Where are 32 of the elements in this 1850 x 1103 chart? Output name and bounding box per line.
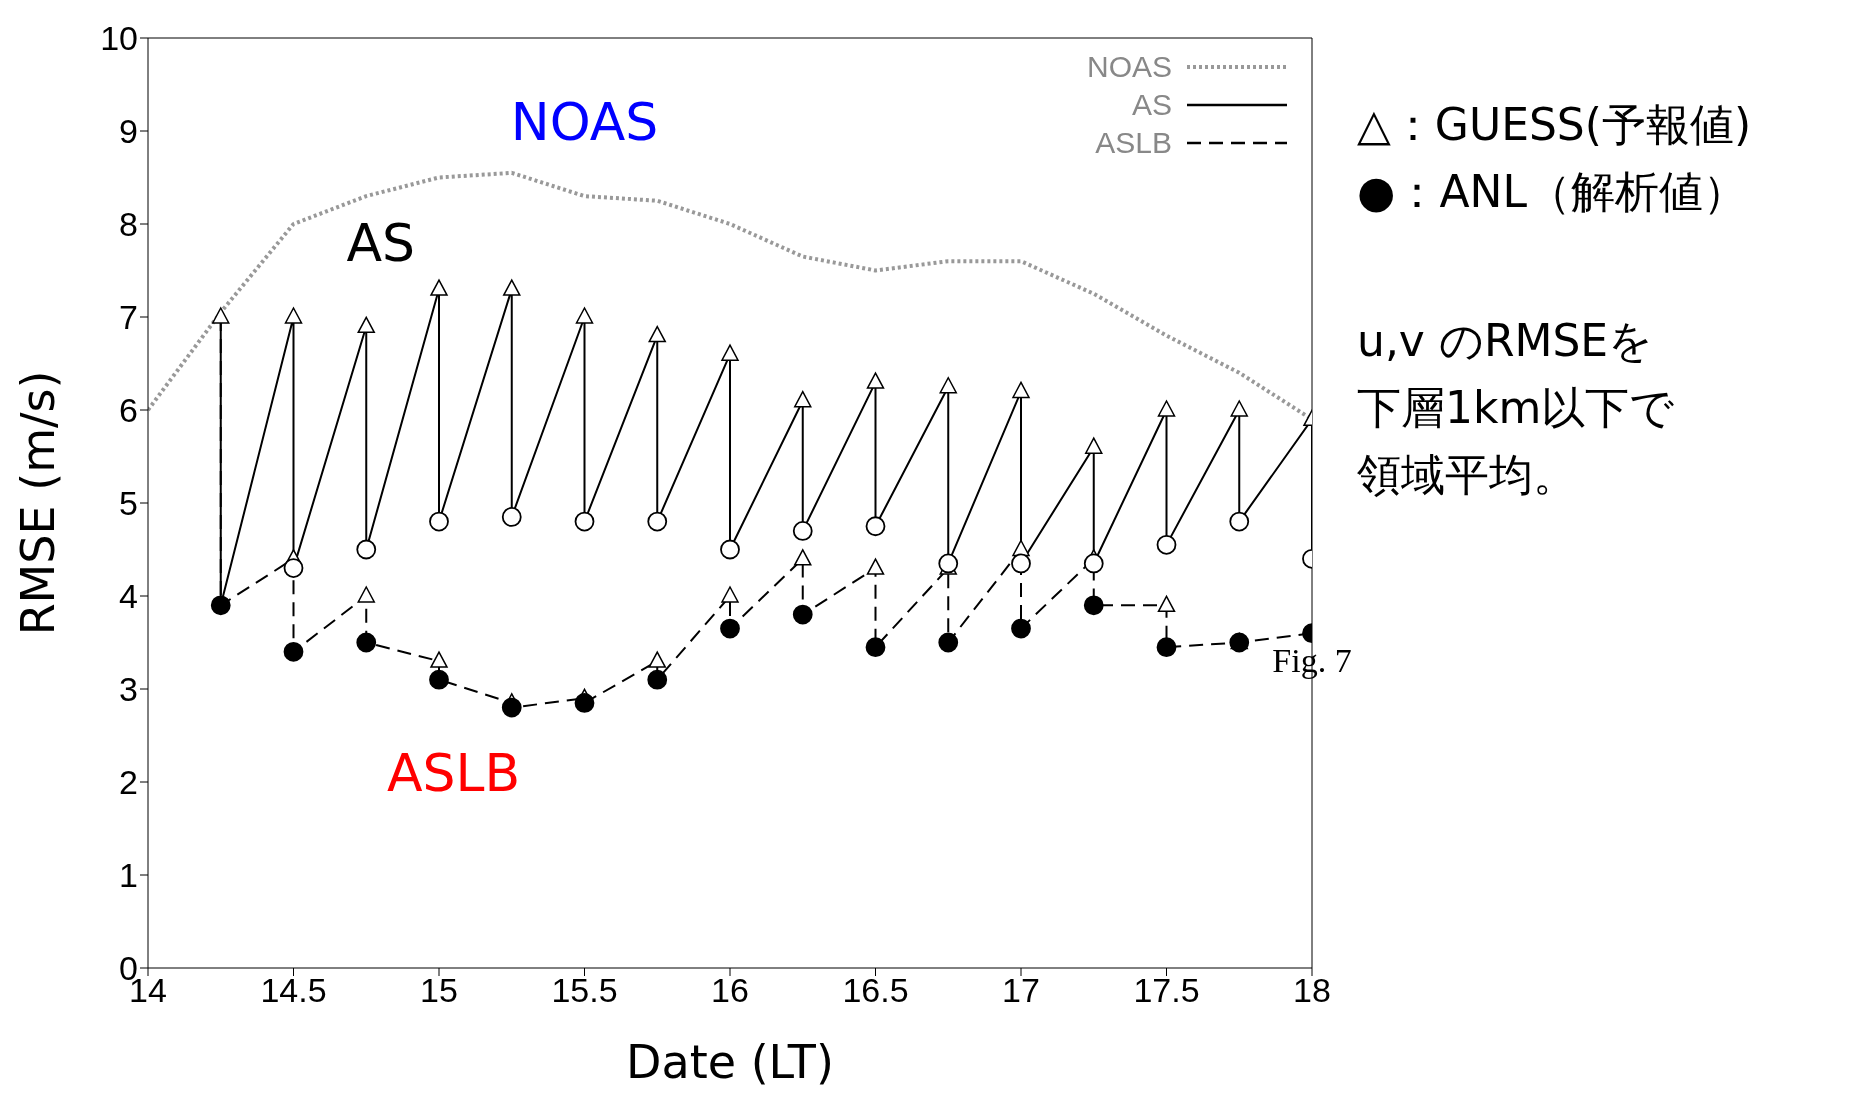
legend-label: NOAS [1086,50,1172,84]
y-tick-label: 5 [119,484,138,523]
x-tick-label: 14.5 [260,971,327,1010]
text: 領域平均。 [1357,448,1578,502]
x-tick-label: 16.5 [842,971,909,1010]
annotation: NOAS [510,91,659,152]
legend-label: AS [1131,88,1172,122]
y-axis-title: RMSE (m/s) [11,370,66,636]
y-tick-label: 6 [119,391,138,430]
text: 下層1km以下で [1357,381,1676,435]
y-tick-label: 3 [119,670,138,709]
x-tick-label: 18 [1293,971,1331,1010]
x-tick-label: 17.5 [1133,971,1200,1010]
y-tick-label: 10 [100,19,138,58]
y-tick-label: 8 [119,205,138,244]
x-tick-label: 17 [1002,971,1040,1010]
y-tick-label: 7 [119,298,138,337]
annotation: Fig. 7 [1272,642,1352,681]
x-tick-label: 16 [711,971,749,1010]
annotation: AS [346,212,416,273]
y-tick-label: 4 [119,577,138,616]
y-tick-label: 9 [119,112,138,151]
legend-label: ASLB [1095,126,1172,160]
y-tick-label: 2 [119,763,138,802]
annotation: ASLB [386,742,521,803]
text: ●：ANL（解析値） [1357,165,1748,219]
x-tick-label: 15.5 [551,971,618,1010]
x-tick-label: 15 [420,971,458,1010]
text: u,v のRMSEを [1357,314,1655,368]
x-axis-title: Date (LT) [626,1035,834,1089]
y-tick-label: 1 [119,856,138,895]
text: △：GUESS(予報値) [1357,98,1752,152]
